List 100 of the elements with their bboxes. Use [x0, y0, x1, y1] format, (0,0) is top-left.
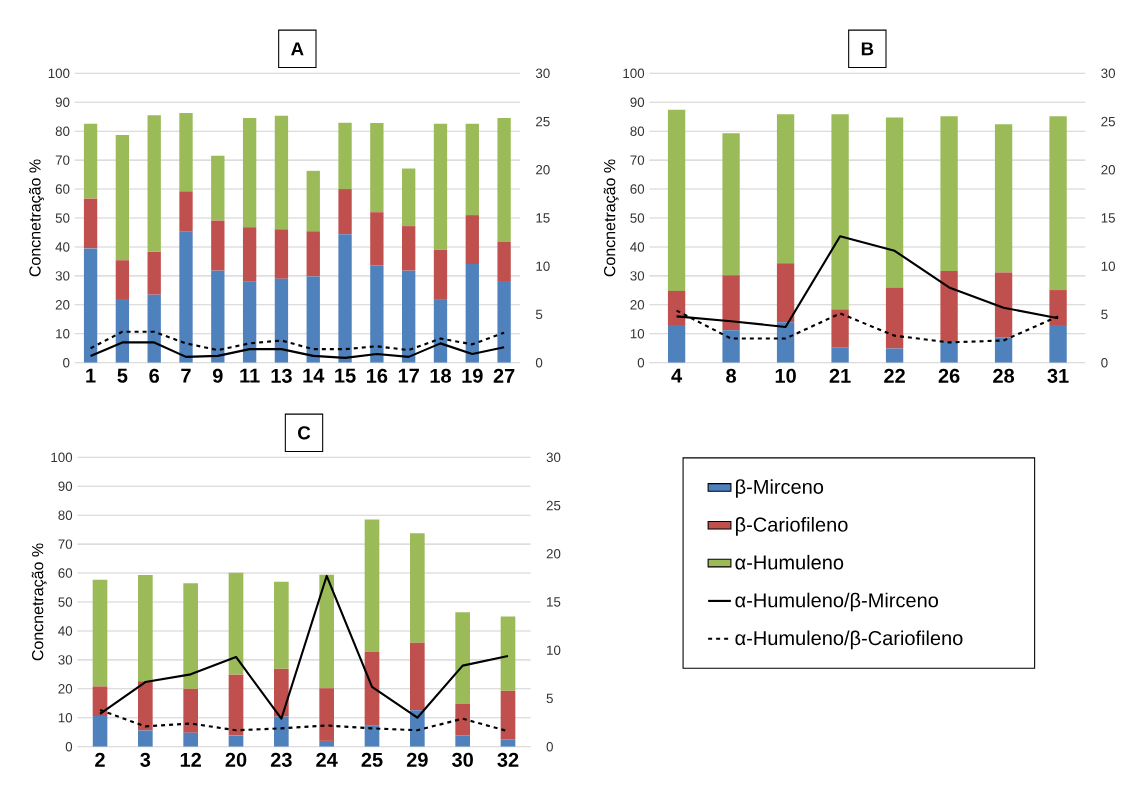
bar [776, 114, 795, 264]
y-tick-label: 80 [55, 126, 70, 136]
bar [402, 226, 416, 271]
y2-tick-label: 5 [546, 693, 553, 704]
y-tick-label: 10 [56, 329, 70, 339]
bar [1049, 116, 1067, 291]
y-tick-label: 70 [630, 155, 645, 165]
y2-tick-label: 10 [547, 645, 561, 655]
legend-label: α-Humuleno [735, 554, 844, 570]
y-tick-label: 60 [630, 184, 645, 194]
y-tick-label: 50 [58, 597, 73, 607]
x-tick-label: 28 [993, 368, 1015, 383]
x-tick-label: 5 [117, 368, 128, 383]
y-tick-label: 90 [630, 97, 645, 107]
bar [500, 690, 516, 740]
bar [92, 579, 108, 687]
bar [402, 270, 416, 363]
bar [338, 189, 352, 235]
bar [722, 133, 740, 276]
y2-tick-label: 20 [546, 549, 561, 559]
y2-tick-label: 0 [1101, 357, 1108, 368]
y2-tick-label: 5 [1101, 309, 1108, 320]
bar [994, 272, 1013, 338]
bar [667, 109, 686, 291]
bar [183, 583, 198, 689]
bar [465, 123, 479, 216]
x-tick-label: 8 [726, 368, 737, 383]
bar [500, 616, 516, 691]
y2-tick-label: 30 [546, 452, 561, 463]
bar [402, 168, 416, 227]
bar [228, 572, 244, 675]
bar [83, 123, 98, 199]
bar [306, 170, 320, 232]
bar [138, 575, 153, 682]
bar [885, 117, 904, 288]
bar [455, 735, 470, 747]
bar [667, 290, 686, 326]
bar [410, 533, 425, 643]
y2-tick-label: 10 [1101, 261, 1116, 271]
y2-tick-label: 5 [535, 309, 543, 320]
x-tick-label: 19 [462, 368, 483, 383]
bar [831, 347, 849, 363]
bar [667, 325, 686, 363]
y2-tick-label: 25 [536, 116, 550, 127]
legend-label: β-Mirceno [736, 479, 824, 498]
y2-tick-label: 15 [1101, 213, 1115, 223]
y2-tick-label: 20 [536, 165, 550, 175]
y-axis-title: Concnetração % [603, 159, 619, 277]
bar [497, 117, 511, 243]
bar [147, 251, 161, 295]
bar [274, 668, 289, 717]
x-tick-label: 24 [316, 752, 338, 767]
y2-tick-label: 30 [1101, 68, 1116, 79]
y-tick-label: 0 [63, 357, 70, 368]
y-tick-label: 40 [630, 242, 645, 252]
x-tick-label: 4 [671, 368, 683, 383]
bar [455, 612, 470, 704]
x-tick-label: 3 [140, 752, 151, 767]
x-tick-label: 6 [149, 368, 160, 383]
x-tick-label: 22 [884, 368, 905, 383]
x-tick-label: 20 [225, 752, 247, 767]
bar [776, 263, 795, 323]
line-series [89, 330, 506, 352]
x-tick-label: 12 [180, 752, 201, 767]
x-tick-label: 26 [938, 368, 960, 383]
bar [722, 275, 740, 331]
y-tick-label: 20 [630, 300, 645, 310]
bar [115, 299, 130, 363]
bar [364, 652, 380, 726]
bar [994, 337, 1013, 363]
bar [92, 686, 108, 716]
x-tick-label: 2 [95, 752, 105, 767]
y-tick-label: 50 [630, 213, 645, 223]
y2-tick-label: 0 [546, 741, 553, 752]
x-tick-label: 16 [367, 368, 388, 383]
x-tick-label: 27 [493, 368, 515, 383]
y2-tick-label: 0 [535, 357, 543, 368]
bar [115, 260, 130, 300]
legend-label: α-Humuleno/β-Cariofileno [735, 630, 963, 650]
bar [410, 710, 425, 747]
chart-title: A [291, 42, 304, 56]
x-tick-label: 18 [430, 368, 451, 383]
x-tick-label: 31 [1047, 368, 1069, 383]
y-tick-label: 70 [55, 155, 70, 165]
x-tick-label: 13 [271, 368, 292, 383]
bar [465, 215, 479, 264]
x-tick-label: 30 [452, 752, 473, 767]
x-tick-label: 23 [270, 752, 292, 767]
y-tick-label: 0 [637, 357, 645, 368]
bar [183, 732, 198, 747]
x-tick-label: 15 [335, 368, 356, 383]
y-tick-label: 10 [58, 713, 73, 723]
bar [179, 112, 193, 192]
bar [885, 287, 904, 349]
y-tick-label: 20 [55, 300, 70, 310]
y-axis-title: Concnetração % [29, 159, 44, 277]
y2-tick-label: 25 [1101, 116, 1115, 127]
y-tick-label: 30 [630, 271, 645, 281]
bar [319, 688, 334, 741]
bar [433, 249, 448, 300]
